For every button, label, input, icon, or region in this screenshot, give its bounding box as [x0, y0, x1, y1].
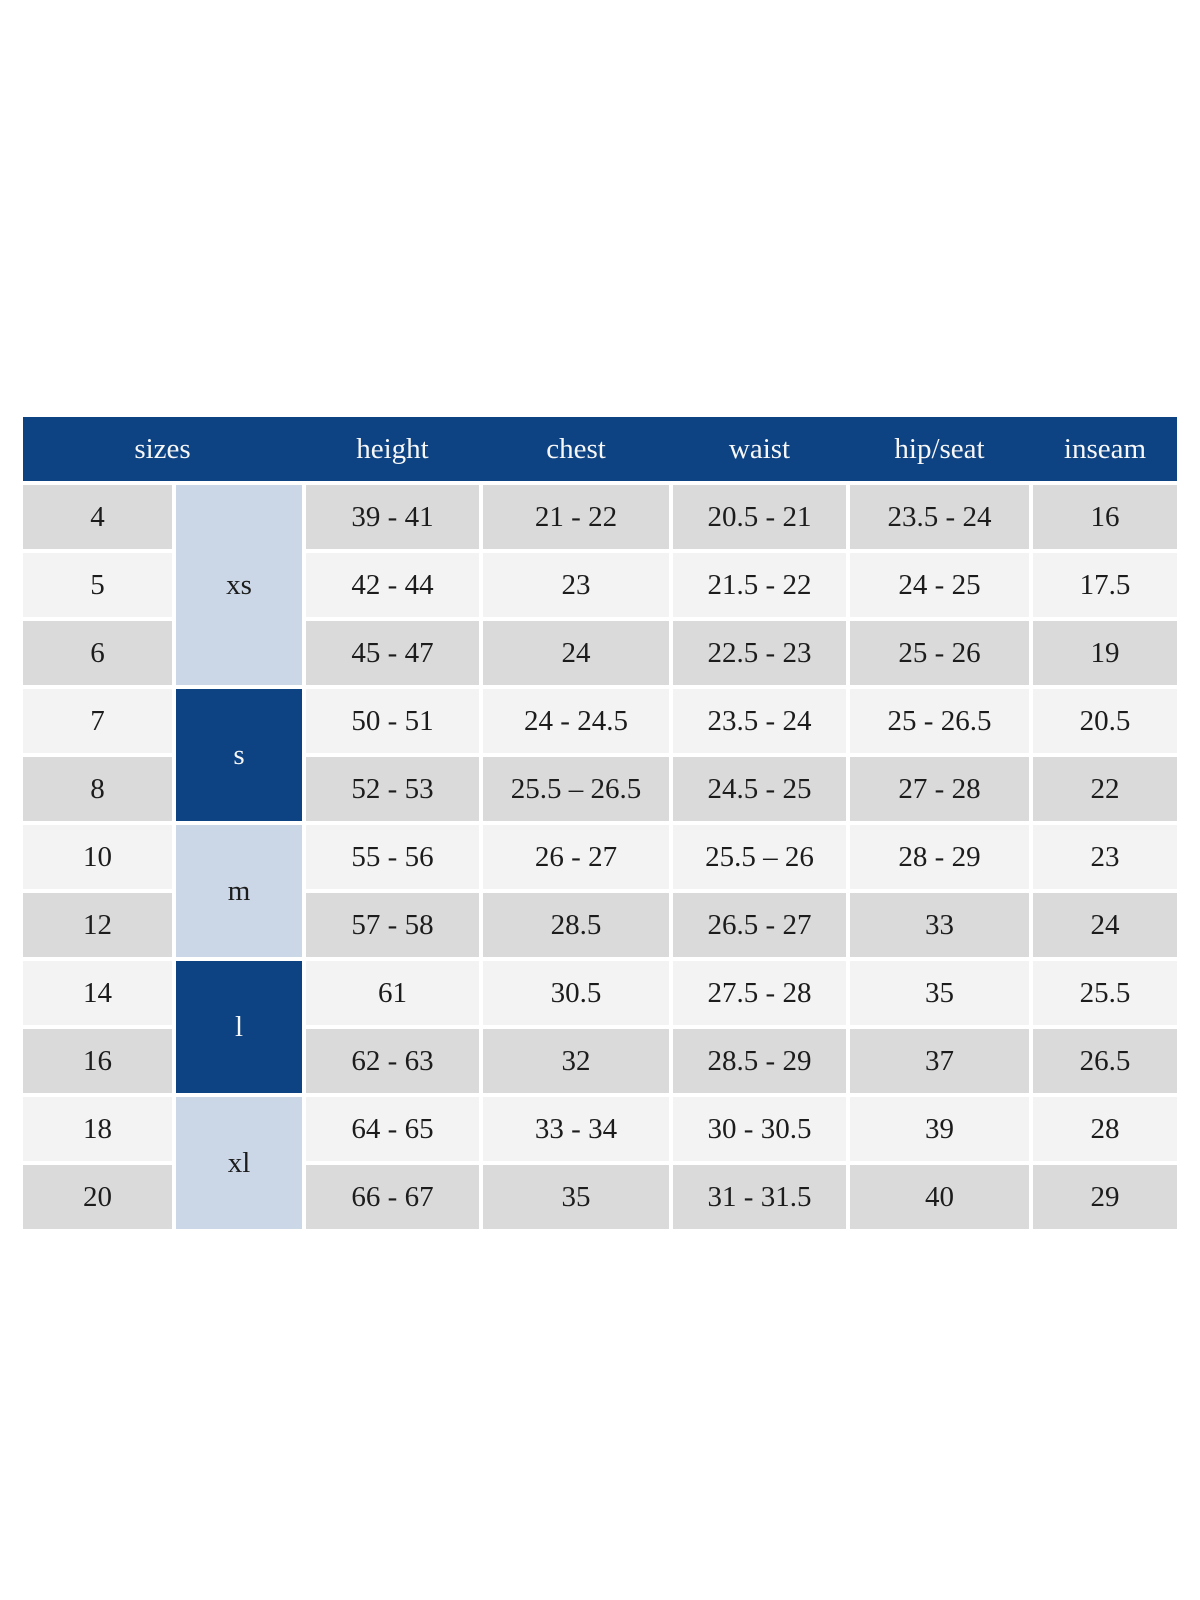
size-cell: 12: [23, 893, 172, 957]
inseam-cell: 28: [1033, 1097, 1177, 1161]
height-cell: 42 - 44: [306, 553, 479, 617]
height-cell: 45 - 47: [306, 621, 479, 685]
waist-cell: 24.5 - 25: [673, 757, 846, 821]
size-group-cell-xl: xl: [176, 1097, 302, 1229]
inseam-cell: 24: [1033, 893, 1177, 957]
chest-cell: 33 - 34: [483, 1097, 669, 1161]
chest-cell: 28.5: [483, 893, 669, 957]
hip-seat-cell: 23.5 - 24: [850, 485, 1029, 549]
chest-cell: 35: [483, 1165, 669, 1229]
size-cell: 5: [23, 553, 172, 617]
size-group-cell-l: l: [176, 961, 302, 1093]
hip-seat-cell: 25 - 26.5: [850, 689, 1029, 753]
size-cell: 16: [23, 1029, 172, 1093]
size-cell: 18: [23, 1097, 172, 1161]
inseam-cell: 22: [1033, 757, 1177, 821]
size-cell: 4: [23, 485, 172, 549]
inseam-cell: 19: [1033, 621, 1177, 685]
waist-cell: 21.5 - 22: [673, 553, 846, 617]
height-cell: 62 - 63: [306, 1029, 479, 1093]
chest-cell: 30.5: [483, 961, 669, 1025]
column-header-hip-seat: hip/seat: [894, 432, 985, 465]
inseam-cell: 20.5: [1033, 689, 1177, 753]
height-cell: 39 - 41: [306, 485, 479, 549]
hip-seat-cell: 28 - 29: [850, 825, 1029, 889]
waist-cell: 31 - 31.5: [673, 1165, 846, 1229]
column-header-sizes: sizes: [134, 432, 191, 465]
size-group-cell-s: s: [176, 689, 302, 821]
inseam-cell: 29: [1033, 1165, 1177, 1229]
hip-seat-cell: 24 - 25: [850, 553, 1029, 617]
waist-cell: 26.5 - 27: [673, 893, 846, 957]
size-group-cell-m: m: [176, 825, 302, 957]
waist-cell: 23.5 - 24: [673, 689, 846, 753]
hip-seat-cell: 39: [850, 1097, 1029, 1161]
height-cell: 66 - 67: [306, 1165, 479, 1229]
hip-seat-cell: 40: [850, 1165, 1029, 1229]
size-chart-table: sizes height chest waist hip/seat inseam…: [23, 417, 1177, 1229]
chest-cell: 24 - 24.5: [483, 689, 669, 753]
size-cell: 7: [23, 689, 172, 753]
waist-cell: 20.5 - 21: [673, 485, 846, 549]
size-group-cell-xs: xs: [176, 485, 302, 685]
hip-seat-cell: 33: [850, 893, 1029, 957]
hip-seat-cell: 27 - 28: [850, 757, 1029, 821]
height-cell: 57 - 58: [306, 893, 479, 957]
chest-cell: 32: [483, 1029, 669, 1093]
size-cell: 14: [23, 961, 172, 1025]
chest-cell: 23: [483, 553, 669, 617]
height-cell: 64 - 65: [306, 1097, 479, 1161]
column-header-waist: waist: [728, 432, 791, 465]
height-cell: 52 - 53: [306, 757, 479, 821]
waist-cell: 28.5 - 29: [673, 1029, 846, 1093]
height-cell: 55 - 56: [306, 825, 479, 889]
height-cell: 61: [306, 961, 479, 1025]
height-cell: 50 - 51: [306, 689, 479, 753]
chest-cell: 26 - 27: [483, 825, 669, 889]
chest-cell: 21 - 22: [483, 485, 669, 549]
size-cell: 20: [23, 1165, 172, 1229]
size-cell: 6: [23, 621, 172, 685]
hip-seat-cell: 25 - 26: [850, 621, 1029, 685]
chest-cell: 24: [483, 621, 669, 685]
hip-seat-cell: 35: [850, 961, 1029, 1025]
chest-cell: 25.5 – 26.5: [483, 757, 669, 821]
size-cell: 10: [23, 825, 172, 889]
column-header-inseam: inseam: [1063, 432, 1147, 465]
inseam-cell: 16: [1033, 485, 1177, 549]
inseam-cell: 17.5: [1033, 553, 1177, 617]
waist-cell: 22.5 - 23: [673, 621, 846, 685]
waist-cell: 30 - 30.5: [673, 1097, 846, 1161]
waist-cell: 25.5 – 26: [673, 825, 846, 889]
inseam-cell: 26.5: [1033, 1029, 1177, 1093]
waist-cell: 27.5 - 28: [673, 961, 846, 1025]
table-header-band: [23, 417, 1177, 481]
hip-seat-cell: 37: [850, 1029, 1029, 1093]
inseam-cell: 25.5: [1033, 961, 1177, 1025]
size-cell: 8: [23, 757, 172, 821]
column-header-chest: chest: [546, 432, 606, 465]
column-header-height: height: [356, 432, 429, 465]
inseam-cell: 23: [1033, 825, 1177, 889]
